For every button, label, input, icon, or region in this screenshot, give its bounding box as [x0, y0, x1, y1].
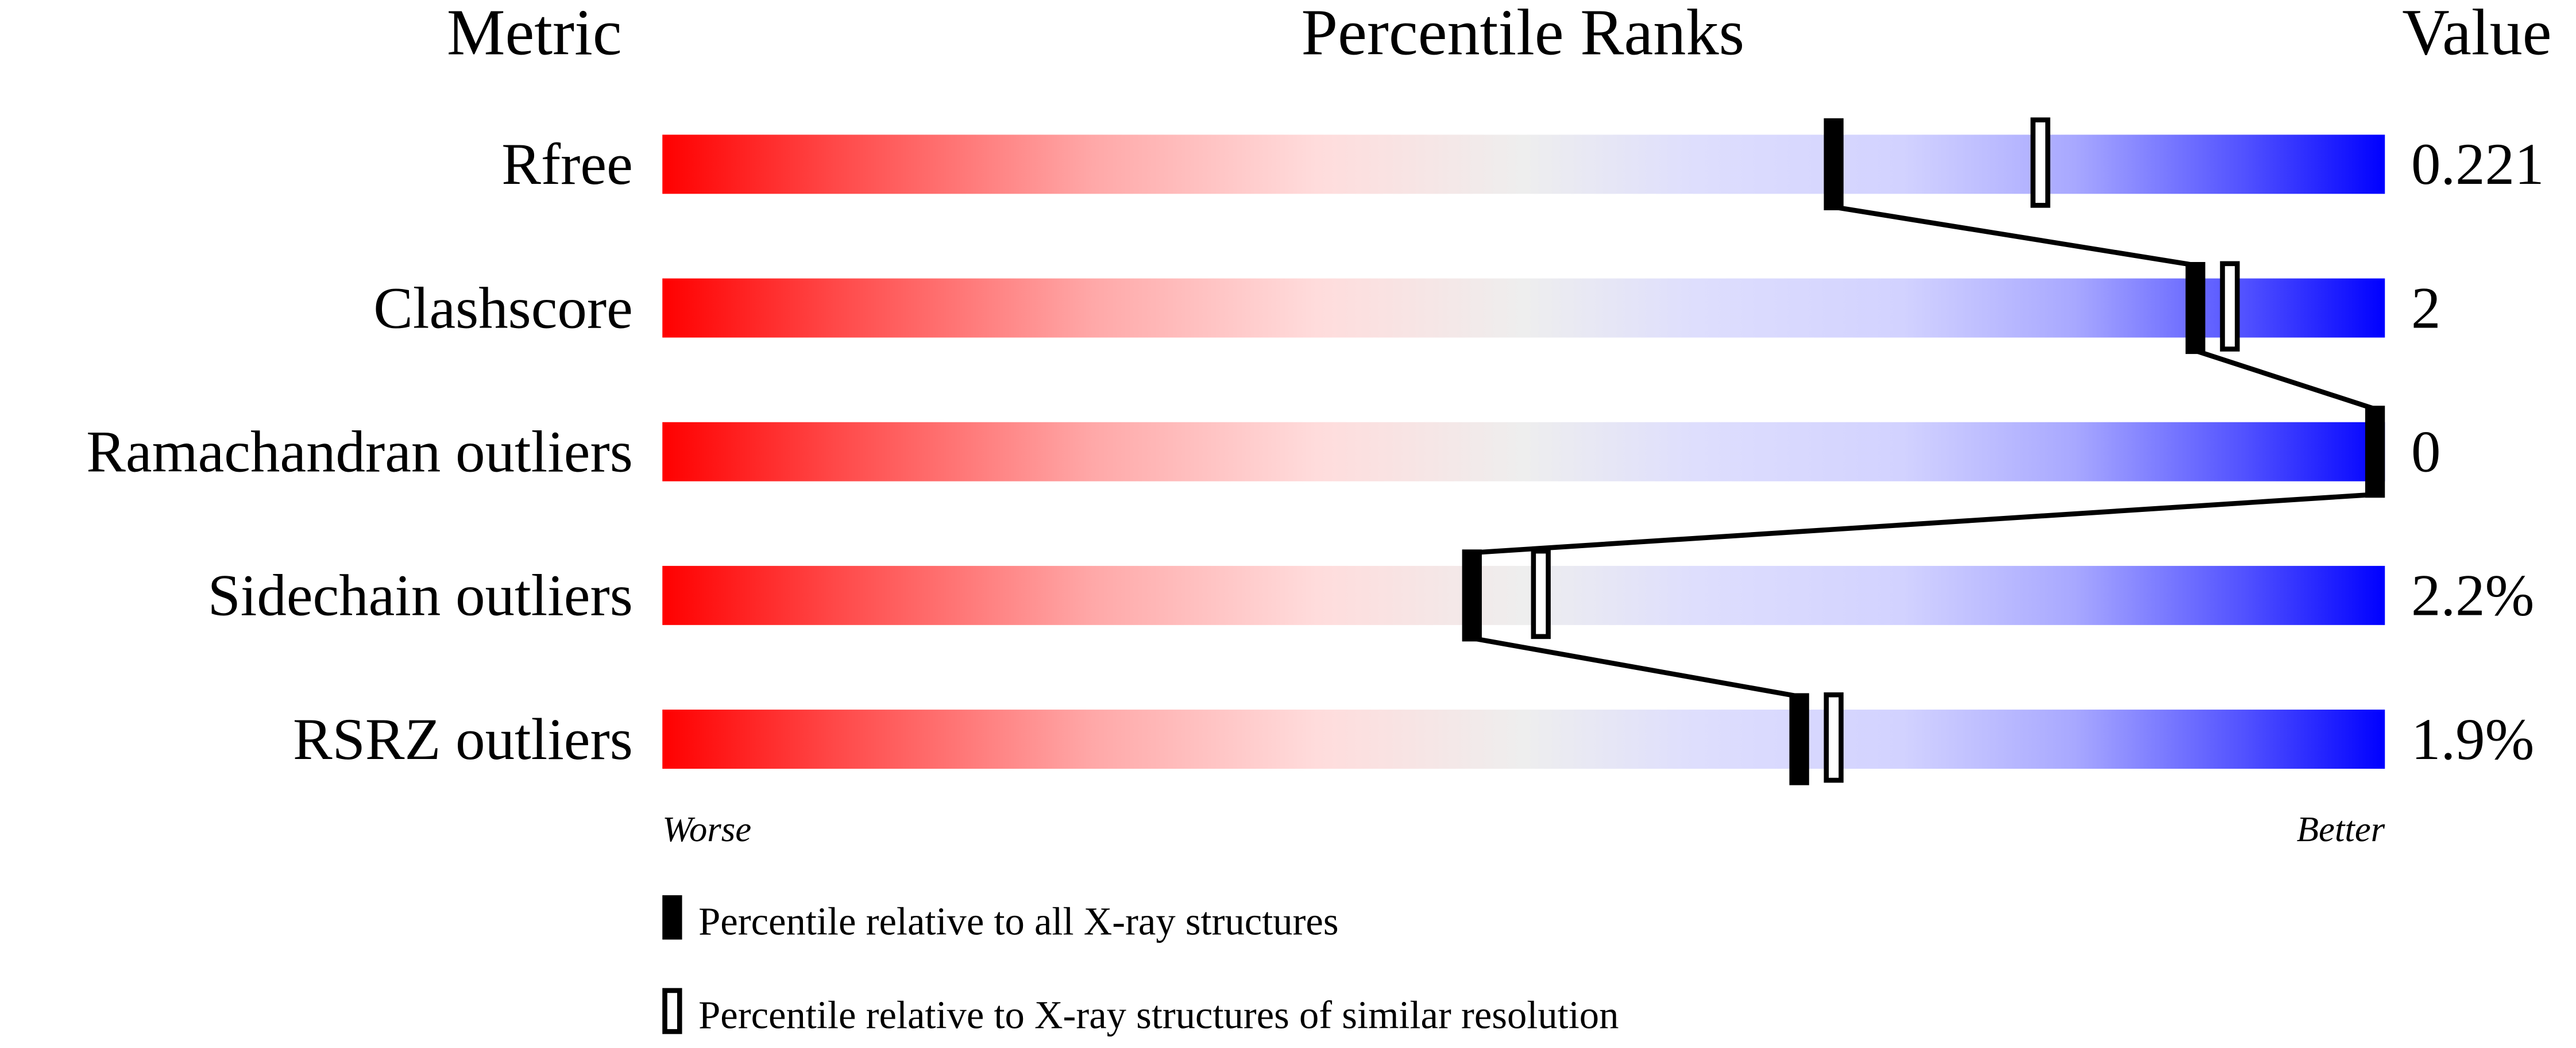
worse-label: Worse	[662, 809, 751, 849]
legend-filled-marker	[662, 895, 682, 940]
similar-resolution-marker	[2220, 261, 2240, 352]
metric-label: Rfree	[501, 132, 633, 197]
similar-resolution-marker	[2030, 117, 2050, 208]
all-structures-marker	[1824, 118, 1844, 210]
similar-resolution-marker	[1824, 692, 1844, 783]
metric-label: RSRZ outliers	[293, 707, 633, 772]
header-percentile-ranks: Percentile Ranks	[1301, 0, 1745, 68]
all-structures-marker	[2185, 262, 2206, 355]
metric-label: Clashscore	[373, 275, 633, 341]
connector-line	[1472, 635, 1800, 699]
all-structures-marker	[1789, 693, 1809, 785]
percentile-bar	[662, 278, 2385, 338]
connector-line	[2195, 348, 2376, 411]
all-structures-marker	[1462, 549, 1482, 642]
better-label: Better	[2297, 809, 2385, 849]
metric-value: 0.221	[2411, 132, 2544, 197]
metric-label: Ramachandran outliers	[86, 419, 633, 485]
legend-open-marker	[662, 988, 682, 1034]
metric-value: 2.2%	[2411, 563, 2534, 629]
connector-line	[1472, 492, 2376, 556]
metric-value: 1.9%	[2411, 707, 2534, 772]
all-structures-marker	[2365, 406, 2385, 498]
percentile-bar	[662, 422, 2385, 481]
legend-open-label: Percentile relative to X-ray structures …	[698, 993, 1619, 1037]
legend-filled-label: Percentile relative to all X-ray structu…	[698, 900, 1338, 943]
metric-value: 0	[2411, 419, 2440, 485]
header-metric: Metric	[447, 0, 622, 68]
metric-label: Sidechain outliers	[208, 563, 633, 629]
connector-line	[1833, 204, 2196, 268]
percentile-bar	[662, 710, 2385, 769]
header-value: Value	[2402, 0, 2551, 68]
percentile-bar	[662, 565, 2385, 625]
similar-resolution-marker	[1531, 548, 1551, 639]
percentile-bar	[662, 134, 2385, 194]
metric-value: 2	[2411, 275, 2440, 341]
